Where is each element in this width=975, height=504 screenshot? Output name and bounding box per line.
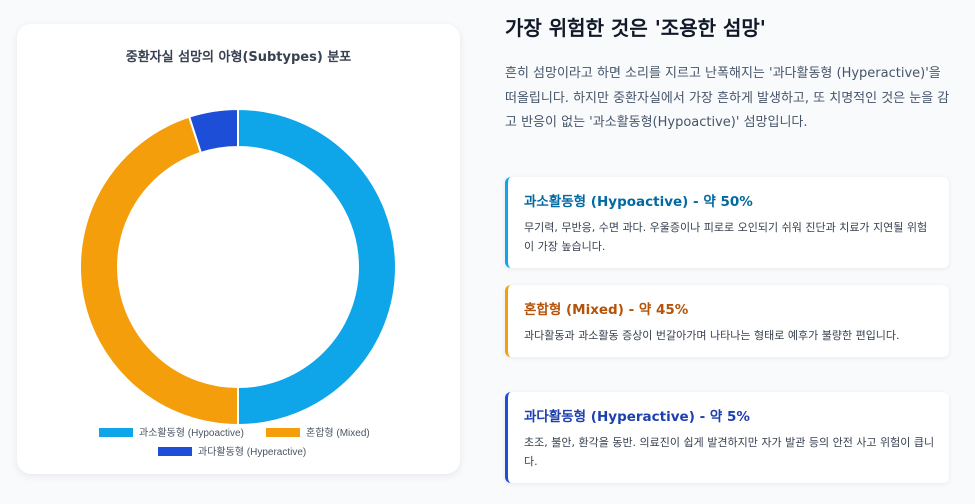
legend-label-2[interactable]: 과다활동형 (Hyperactive) <box>198 445 306 458</box>
info-panel: 가장 위험한 것은 '조용한 섬망' 흔히 섬망이라고 하면 소리를 지르고 난… <box>505 14 950 136</box>
legend-swatch-0[interactable] <box>99 428 133 437</box>
legend-swatch-1[interactable] <box>266 428 300 437</box>
donut-chart: 과소활동형 (Hypoactive) 혼합형 (Mixed)과다활동형 (Hype… <box>79 107 397 458</box>
subtype-card-hypoactive: 과소활동형 (Hypoactive) - 약 50% 무기력, 무반응, 수면 … <box>505 177 949 268</box>
subtype-card-hyperactive: 과다활동형 (Hyperactive) - 약 5% 초조, 불안, 환각을 동… <box>505 392 949 483</box>
card-description: 무기력, 무반응, 수면 과다. 우울증이나 피로로 오인되기 쉬워 진단과 치… <box>524 221 928 253</box>
subtype-card-mixed: 혼합형 (Mixed) - 약 45% 과다활동과 과소활동 증상이 번갈아가며… <box>505 285 949 357</box>
card-description: 과다활동과 과소활동 증상이 번갈아가며 나타나는 형태로 예후가 불량한 편입… <box>524 329 900 342</box>
donut-slice-1[interactable] <box>79 115 239 427</box>
legend-label-1[interactable]: 혼합형 (Mixed) <box>306 426 370 439</box>
section-heading: 가장 위험한 것은 '조용한 섬망' <box>505 16 766 40</box>
legend-label-0[interactable]: 과소활동형 (Hypoactive) <box>139 426 244 439</box>
card-title: 혼합형 (Mixed) - 약 45% <box>524 302 689 318</box>
donut-slice-0[interactable] <box>237 107 397 427</box>
card-title: 과소활동형 (Hypoactive) - 약 50% <box>524 194 753 210</box>
chart-title: 중환자실 섬망의 아형(Subtypes) 분포 <box>125 50 352 65</box>
chart-card: 중환자실 섬망의 아형(Subtypes) 분포 과소활동형 (Hypoacti… <box>17 24 460 474</box>
intro-paragraph: 흔히 섬망이라고 하면 소리를 지르고 난폭해지는 '과다활동형 (Hypera… <box>505 66 950 130</box>
card-description: 초조, 불안, 환각을 동반. 의료진이 쉽게 발견하지만 자가 발관 등의 안… <box>524 436 935 468</box>
donut-slice-2[interactable] <box>187 107 239 155</box>
card-title: 과다활동형 (Hyperactive) - 약 5% <box>524 409 750 425</box>
legend-swatch-2[interactable] <box>158 447 192 456</box>
